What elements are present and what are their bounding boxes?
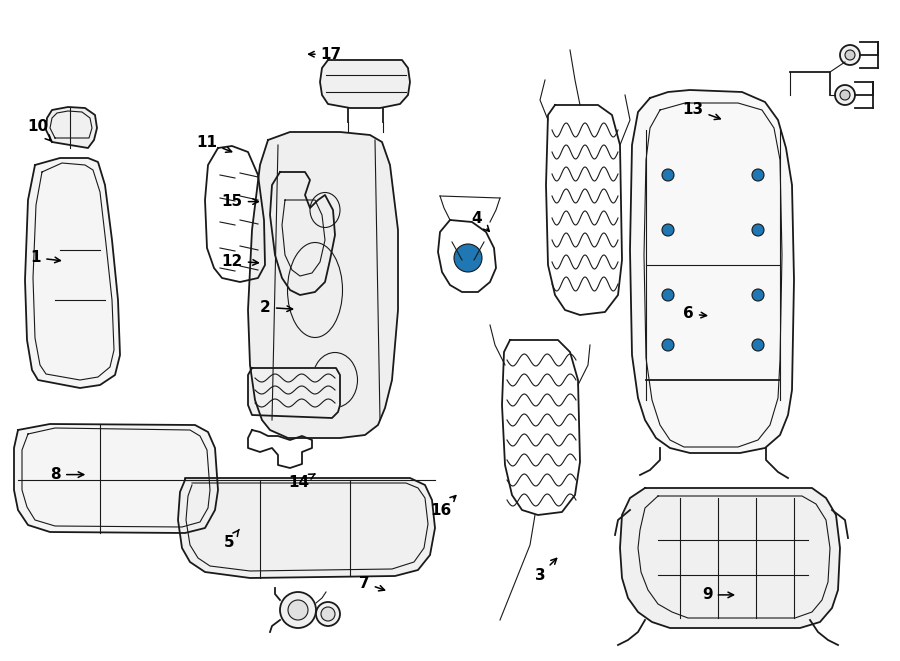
Polygon shape	[178, 478, 435, 578]
Circle shape	[662, 339, 674, 351]
Polygon shape	[46, 107, 97, 148]
Circle shape	[454, 244, 482, 272]
Circle shape	[316, 602, 340, 626]
Circle shape	[752, 169, 764, 181]
Circle shape	[662, 224, 674, 236]
Circle shape	[845, 50, 855, 60]
Text: 17: 17	[309, 47, 342, 61]
Text: 15: 15	[221, 194, 258, 209]
Circle shape	[840, 45, 860, 65]
Text: 13: 13	[682, 102, 720, 120]
Text: 6: 6	[683, 307, 706, 321]
Circle shape	[662, 169, 674, 181]
Text: 12: 12	[221, 254, 258, 268]
Circle shape	[752, 339, 764, 351]
Polygon shape	[630, 90, 794, 453]
Text: 4: 4	[472, 211, 490, 231]
Text: 14: 14	[288, 474, 315, 490]
Circle shape	[752, 224, 764, 236]
Polygon shape	[25, 158, 120, 388]
Polygon shape	[248, 368, 340, 418]
Polygon shape	[248, 132, 398, 438]
Circle shape	[288, 600, 308, 620]
Circle shape	[662, 289, 674, 301]
Polygon shape	[320, 60, 410, 108]
Circle shape	[840, 90, 850, 100]
Text: 7: 7	[359, 576, 384, 591]
Circle shape	[835, 85, 855, 105]
Circle shape	[321, 607, 335, 621]
Circle shape	[752, 289, 764, 301]
Text: 9: 9	[702, 588, 733, 602]
Text: 5: 5	[224, 529, 239, 549]
Text: 1: 1	[31, 251, 60, 265]
Text: 10: 10	[27, 120, 51, 141]
Circle shape	[280, 592, 316, 628]
Text: 8: 8	[50, 467, 84, 482]
Text: 11: 11	[196, 135, 231, 152]
Text: 2: 2	[260, 300, 292, 315]
Text: 3: 3	[535, 559, 556, 582]
Polygon shape	[14, 424, 218, 533]
Polygon shape	[620, 488, 840, 628]
Text: 16: 16	[430, 496, 455, 518]
